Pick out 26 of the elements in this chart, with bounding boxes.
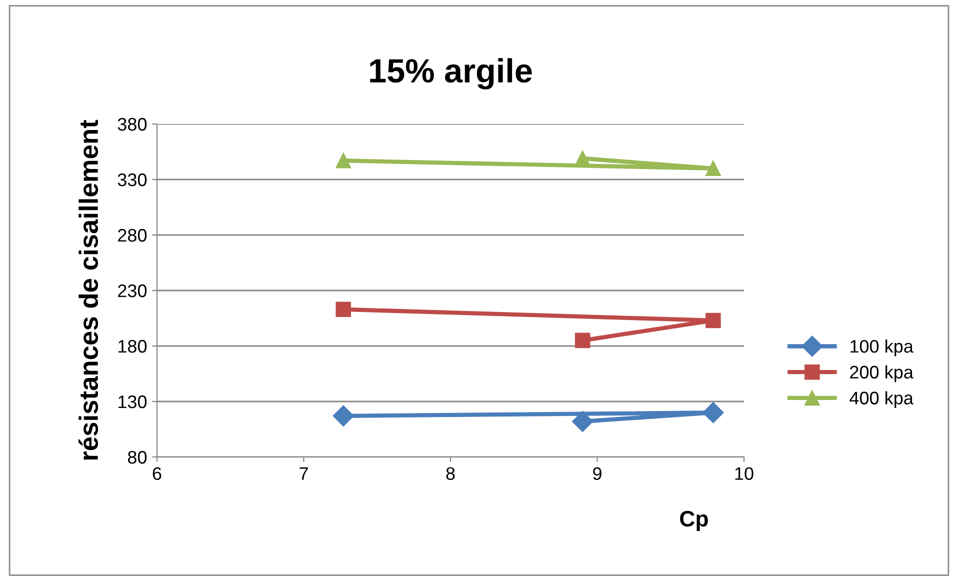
point [572, 410, 594, 432]
y-tick-label: 380 [118, 118, 147, 131]
y-axis-title: résistances de cisaillement [78, 120, 98, 460]
point [702, 402, 724, 424]
y-tick-label: 80 [128, 450, 147, 464]
point [332, 405, 354, 426]
y-tick-label: 280 [118, 228, 147, 242]
y-tick-label: 230 [118, 284, 147, 298]
chart-title: 15% argile [370, 58, 532, 90]
point [706, 312, 721, 328]
point [336, 302, 352, 318]
y-tick-label: 180 [118, 340, 147, 353]
point [336, 152, 352, 168]
x-tick-label: 9 [593, 467, 602, 480]
x-tick-label: 8 [446, 467, 455, 480]
x-tick-label: 10 [735, 467, 754, 480]
y-tick-label: 130 [118, 395, 147, 408]
x-tick-label: 6 [152, 467, 162, 480]
legend-label: 200 kpa [850, 365, 914, 382]
legend-label: 400 kpa [850, 391, 914, 408]
point [706, 160, 721, 176]
y-tick-label: 330 [118, 173, 147, 186]
point [574, 332, 590, 348]
x-tick-label: 7 [300, 467, 308, 480]
x-axis-title: Cp [680, 510, 708, 531]
legend-label: 100 kpa [850, 339, 914, 356]
